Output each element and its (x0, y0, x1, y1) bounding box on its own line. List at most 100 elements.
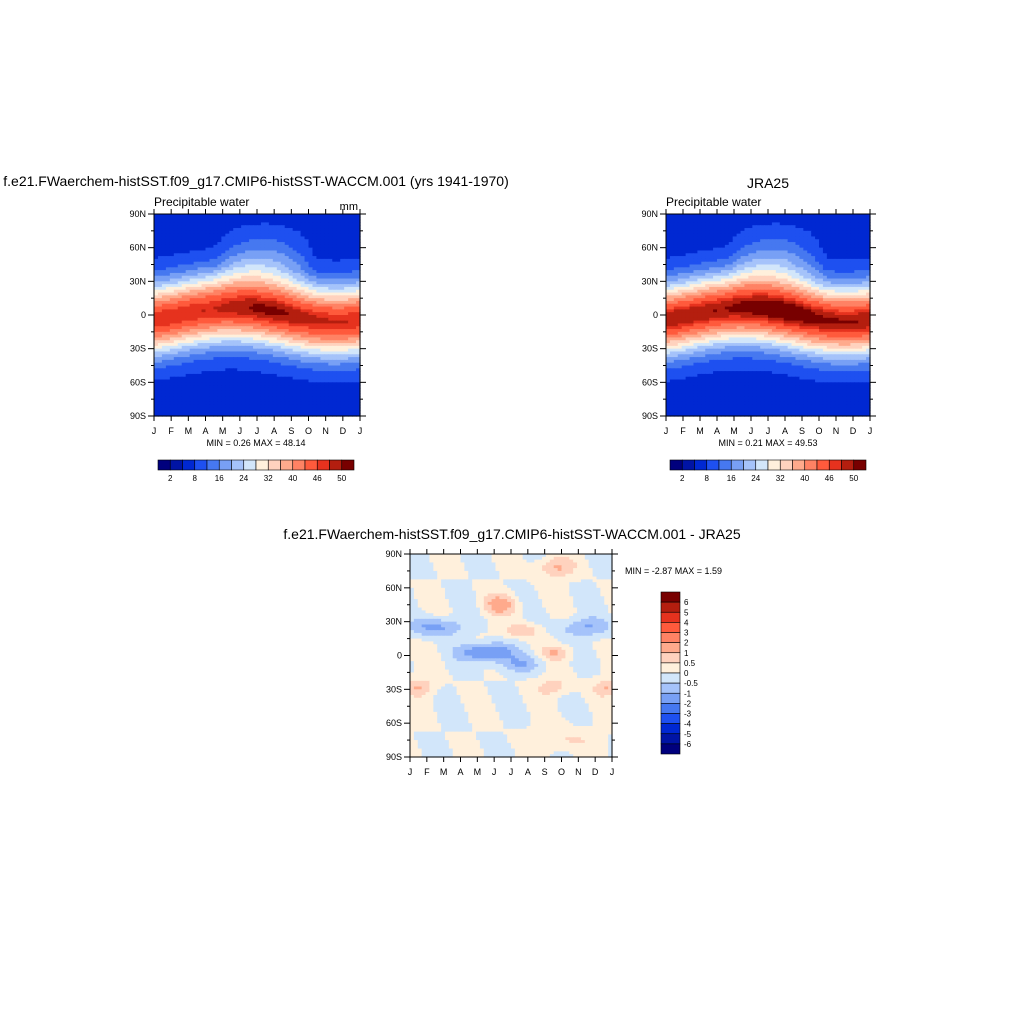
heatmap-cell (717, 214, 722, 218)
heatmap-cell (264, 359, 270, 364)
heatmap-cell (205, 359, 211, 364)
heatmap-cell (348, 371, 353, 375)
heatmap-cell (268, 233, 274, 238)
heatmap-cells (666, 214, 871, 417)
heatmap-cell (185, 275, 191, 280)
heatmap-cell (161, 295, 167, 299)
heatmap-cell (312, 396, 318, 400)
heatmap-cell (260, 387, 266, 392)
heatmap-cell (304, 216, 310, 221)
heatmap-cell (332, 264, 337, 268)
heatmap-cell (356, 362, 361, 367)
heatmap-cell (189, 362, 195, 367)
heatmap-cell (169, 315, 175, 319)
heatmap-cell (280, 404, 286, 409)
heatmap-cell (177, 334, 183, 339)
heatmap-cell (292, 253, 298, 257)
heatmap-cell (197, 373, 203, 378)
heatmap-cell (268, 390, 274, 395)
heatmap-cell (280, 278, 286, 282)
heatmap-cell (264, 256, 270, 260)
heatmap-cell (264, 315, 270, 319)
heatmap-cell (209, 278, 215, 282)
heatmap-cell (209, 390, 215, 395)
heatmap-cell (264, 401, 270, 406)
heatmap-cell (257, 368, 262, 372)
heatmap-cell (348, 404, 353, 409)
heatmap-cell (154, 340, 159, 344)
heatmap-cell (304, 368, 310, 372)
heatmap-cell (217, 390, 222, 395)
heatmap-cell (189, 247, 195, 252)
heatmap-cell (257, 281, 262, 285)
heatmap-cell (304, 300, 310, 305)
heatmap-cell (336, 256, 341, 260)
heatmap-cell (352, 351, 357, 355)
heatmap-cell (193, 354, 199, 358)
heatmap-cell (249, 284, 254, 288)
heatmap-cell (225, 219, 230, 224)
heatmap-cell (320, 326, 325, 330)
heatmap-cell (284, 239, 290, 243)
heatmap-cell (197, 376, 203, 381)
heatmap-cell (165, 401, 171, 406)
heatmap-cell (157, 323, 163, 327)
heatmap-cell (288, 345, 294, 350)
heatmap-cell (165, 267, 171, 271)
heatmap-cell (177, 281, 183, 285)
heatmap-cell (201, 312, 207, 316)
heatmap-cell (237, 393, 242, 397)
heatmap-cell (316, 242, 321, 246)
heatmap-cell (209, 214, 215, 218)
heatmap-cell (205, 306, 211, 310)
heatmap-cell (213, 233, 218, 238)
heatmap-cell (169, 348, 175, 353)
heatmap-cell (280, 320, 286, 325)
heatmap-cell (272, 320, 278, 325)
heatmap-cell (209, 275, 215, 280)
heatmap-cell (288, 289, 294, 294)
heatmap-cell (185, 354, 191, 358)
heatmap-cell (161, 351, 167, 355)
heatmap-cell (280, 317, 286, 322)
heatmap-cell (308, 326, 314, 330)
heatmap-cell (740, 216, 746, 221)
heatmap-cell (296, 329, 302, 333)
heatmap-cell (233, 340, 238, 344)
heatmap-cell (169, 410, 175, 414)
heatmap-cell (356, 264, 361, 268)
heatmap-cell (177, 343, 183, 347)
heatmap-cell (288, 214, 294, 218)
heatmap-cell (225, 357, 230, 361)
heatmap-cell (332, 236, 337, 240)
heatmap-cell (189, 267, 195, 271)
heatmap-cell (201, 317, 207, 322)
heatmap-cell (344, 373, 349, 378)
heatmap-cell (264, 298, 270, 302)
heatmap-cell (165, 413, 171, 417)
heatmap-cell (225, 315, 230, 319)
heatmap-cell (681, 216, 687, 221)
heatmap-cell (296, 359, 302, 364)
heatmap-cell (300, 258, 306, 263)
heatmap-cell (296, 331, 302, 336)
heatmap-cell (280, 272, 286, 277)
heatmap-cell (260, 216, 266, 221)
heatmap-cell (308, 306, 314, 310)
heatmap-cell (185, 289, 191, 294)
heatmap-cell (165, 278, 171, 282)
heatmap-cell (356, 390, 361, 395)
heatmap-cell (276, 225, 282, 229)
heatmap-cell (189, 298, 195, 302)
heatmap-cell (336, 300, 341, 305)
heatmap-cell (245, 365, 250, 369)
heatmap-cell (300, 225, 306, 229)
heatmap-cell (173, 306, 179, 310)
heatmap-cell (304, 393, 310, 397)
heatmap-cell (189, 312, 195, 316)
heatmap-cell (352, 272, 357, 277)
heatmap-cell (181, 396, 187, 400)
heatmap-cell (312, 413, 318, 417)
heatmap-cell (185, 393, 191, 397)
heatmap-cell (205, 387, 211, 392)
